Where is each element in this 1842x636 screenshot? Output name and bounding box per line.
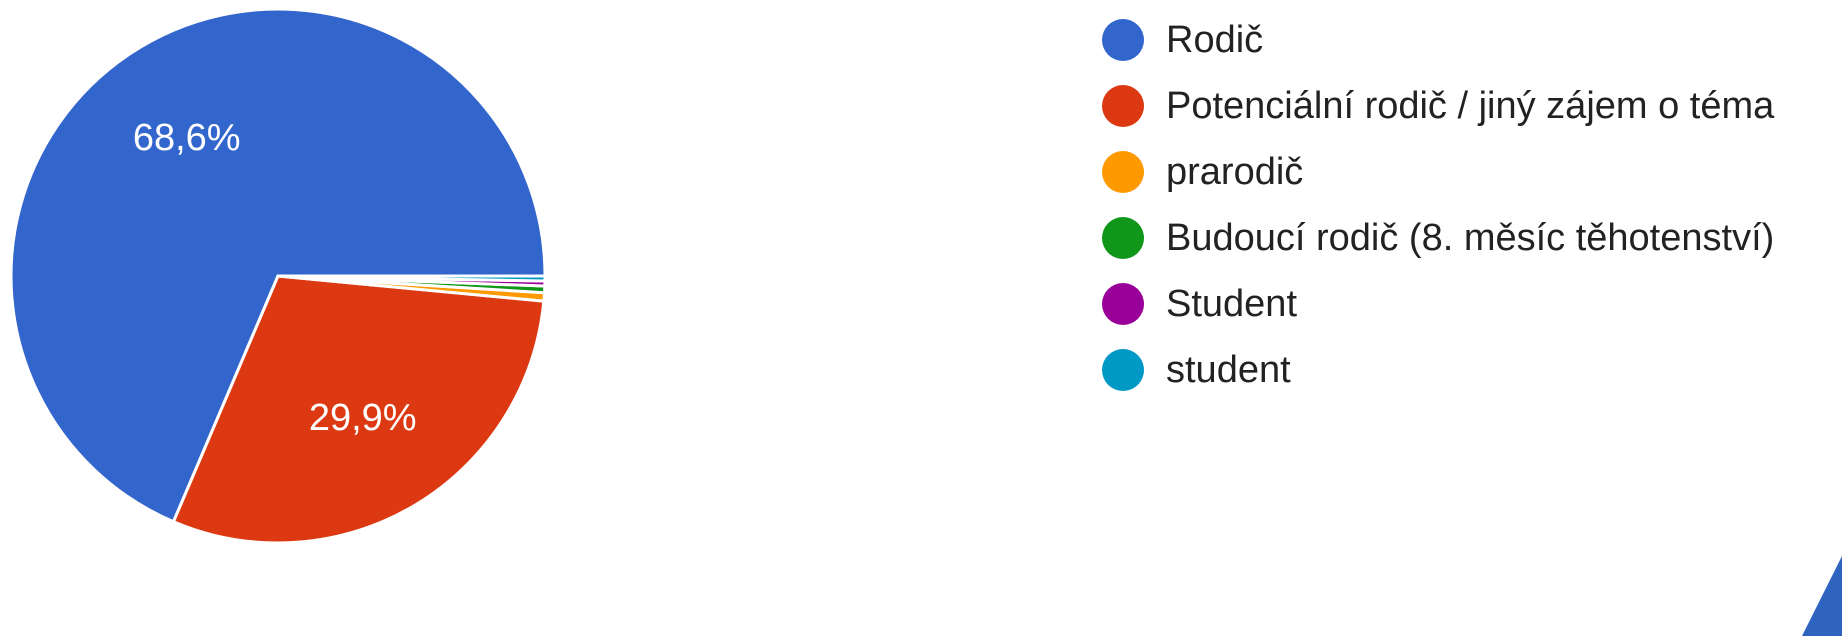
corner-accent — [1802, 556, 1842, 636]
pie-slice-potencialni-rodic-jiny-zajem-o-tema-1[interactable] — [172, 274, 546, 545]
legend-swatch — [1102, 151, 1144, 193]
legend-item-rodic-0[interactable]: Rodič — [1102, 7, 1774, 73]
corner-accent-shape — [1802, 556, 1842, 636]
legend-label: Student — [1166, 282, 1297, 325]
legend-item-student-5[interactable]: student — [1102, 337, 1774, 403]
legend-swatch — [1102, 19, 1144, 61]
legend-item-budouci-rodic-8-mesic-tehotenstvi-3[interactable]: Budoucí rodič (8. měsíc těhotenství) — [1102, 205, 1774, 271]
pie-chart: 68,6% 29,9% — [9, 7, 547, 545]
legend-label: student — [1166, 348, 1291, 391]
slice-data-label-1: 29,9% — [309, 397, 417, 439]
legend-item-student-4[interactable]: Student — [1102, 271, 1774, 337]
legend-label: Potenciální rodič / jiný zájem o téma — [1166, 84, 1775, 127]
slice-data-label-0: 68,6% — [133, 117, 241, 159]
legend-swatch — [1102, 85, 1144, 127]
legend-swatch — [1102, 349, 1144, 391]
pie-slice-rodic-0[interactable] — [9, 7, 547, 524]
legend-label: prarodič — [1166, 150, 1304, 193]
legend-label: Rodič — [1166, 18, 1264, 61]
legend-label: Budoucí rodič (8. měsíc těhotenství) — [1166, 216, 1775, 259]
legend: Rodič Potenciální rodič / jiný zájem o té… — [1102, 7, 1774, 403]
pie-slice-student-5[interactable] — [276, 274, 547, 283]
legend-item-potencialni-rodic-jiny-zajem-o-tema-1[interactable]: Potenciální rodič / jiný zájem o téma — [1102, 73, 1774, 139]
legend-swatch — [1102, 283, 1144, 325]
legend-item-prarodic-2[interactable]: prarodič — [1102, 139, 1774, 205]
legend-swatch — [1102, 217, 1144, 259]
